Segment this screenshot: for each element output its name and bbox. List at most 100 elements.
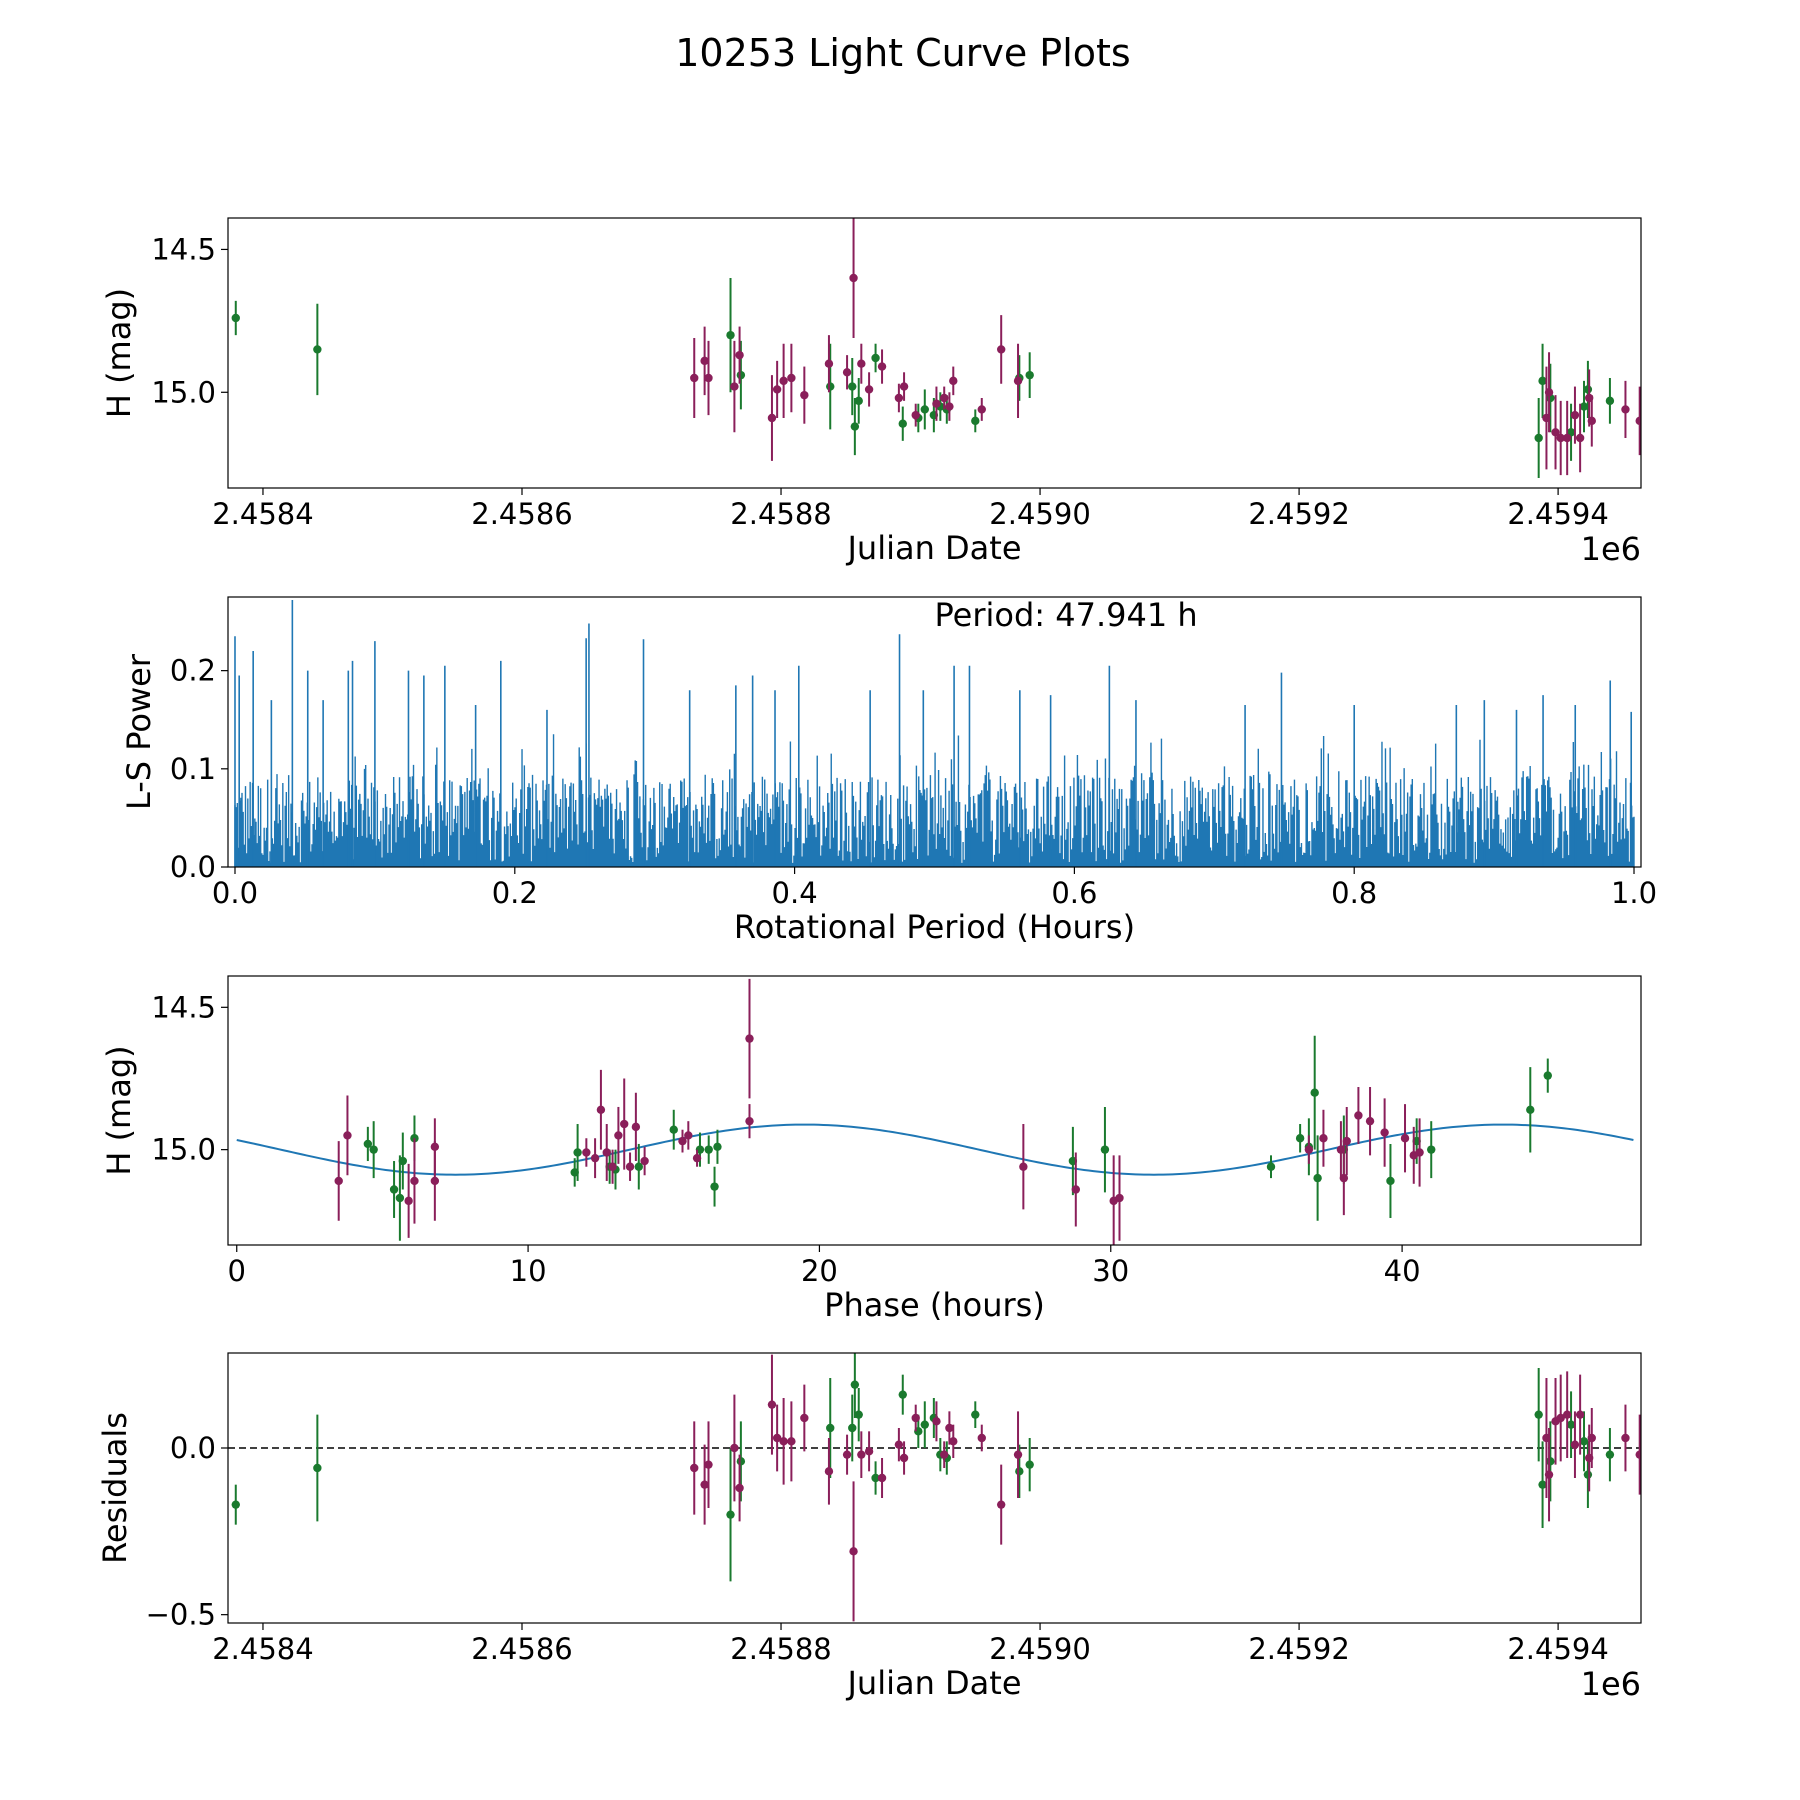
data-point bbox=[736, 1457, 746, 1466]
data-point bbox=[620, 1119, 629, 1129]
data-point bbox=[779, 376, 788, 386]
plot-area-phase bbox=[236, 978, 1634, 1245]
x-tick-label: 2.4594 bbox=[1507, 1632, 1608, 1666]
data-point bbox=[949, 1437, 958, 1446]
data-point bbox=[854, 396, 863, 406]
x-axis-label: Julian Date bbox=[845, 1664, 1021, 1702]
data-point bbox=[1365, 1116, 1375, 1126]
data-point bbox=[1304, 1145, 1314, 1154]
data-point bbox=[231, 1500, 240, 1509]
data-point bbox=[850, 1380, 860, 1389]
data-point bbox=[1605, 1450, 1615, 1459]
data-point bbox=[1015, 1467, 1024, 1476]
data-point bbox=[614, 1131, 623, 1140]
data-point bbox=[1562, 1410, 1572, 1419]
data-point bbox=[871, 353, 880, 363]
data-point bbox=[334, 1176, 343, 1186]
data-point bbox=[1319, 1134, 1328, 1143]
period-annotation: Period: 47.941 h bbox=[935, 596, 1198, 634]
data-point bbox=[343, 1131, 352, 1140]
data-point bbox=[1645, 1420, 1653, 1428]
data-point bbox=[1575, 433, 1585, 443]
data-point bbox=[692, 1153, 702, 1163]
data-point bbox=[1534, 1410, 1543, 1419]
data-point bbox=[430, 1142, 440, 1151]
data-point bbox=[1543, 1071, 1552, 1080]
data-point bbox=[1386, 1176, 1395, 1186]
data-point bbox=[940, 393, 949, 403]
x-tick-label: 2.4586 bbox=[471, 1632, 572, 1666]
data-point bbox=[398, 1156, 408, 1166]
data-point bbox=[911, 410, 920, 420]
data-point bbox=[313, 345, 322, 354]
panel-res: 2.4584 2.4586 2.4588 2.4590 2.4592 2.4594 0.0 −… bbox=[96, 1352, 1653, 1703]
x-tick-label: 0.8 bbox=[1331, 876, 1377, 910]
data-point bbox=[1544, 388, 1554, 397]
data-point bbox=[640, 1156, 649, 1166]
data-point bbox=[1587, 416, 1596, 426]
y-axis-label: H (mag) bbox=[100, 288, 138, 418]
x-tick-label: 2.4592 bbox=[1248, 1632, 1349, 1666]
data-point bbox=[1583, 1470, 1593, 1479]
data-point bbox=[864, 1447, 874, 1456]
data-point bbox=[894, 393, 904, 403]
data-point bbox=[899, 382, 909, 391]
figure-title: 10253 Light Curve Plots bbox=[675, 31, 1130, 75]
data-point bbox=[949, 376, 958, 386]
data-point bbox=[704, 373, 713, 383]
data-point bbox=[1556, 433, 1565, 443]
data-point bbox=[602, 1148, 611, 1157]
data-point bbox=[736, 370, 746, 380]
data-point bbox=[1570, 1440, 1580, 1449]
data-point bbox=[1380, 1128, 1389, 1137]
data-point bbox=[848, 1423, 857, 1433]
data-point bbox=[363, 1139, 373, 1149]
data-point bbox=[1400, 1134, 1410, 1143]
data-point bbox=[726, 330, 735, 340]
data-point bbox=[634, 1162, 643, 1171]
data-point bbox=[582, 1148, 591, 1157]
axes-frame bbox=[227, 975, 1642, 1246]
y-axis-label: Residuals bbox=[96, 1412, 134, 1564]
x-tick-label: 30 bbox=[1092, 1254, 1129, 1288]
data-point bbox=[690, 1463, 699, 1473]
data-point bbox=[977, 405, 986, 414]
y-tick-label: 15.0 bbox=[151, 375, 216, 409]
data-point bbox=[608, 1162, 617, 1171]
data-point bbox=[767, 1400, 777, 1409]
data-point bbox=[824, 359, 834, 368]
y-axis-label: H (mag) bbox=[100, 1045, 138, 1175]
data-point bbox=[894, 1440, 904, 1449]
x-tick-label: 10 bbox=[510, 1254, 547, 1288]
data-point bbox=[849, 1547, 858, 1556]
data-point bbox=[1645, 394, 1653, 402]
y-tick-label: 15.0 bbox=[151, 1133, 216, 1167]
data-point bbox=[1583, 385, 1593, 394]
data-point bbox=[857, 359, 866, 368]
y-tick-label: 0.0 bbox=[170, 850, 216, 884]
data-point bbox=[631, 1122, 641, 1132]
data-point bbox=[857, 1450, 866, 1459]
axes-frame bbox=[227, 596, 1642, 868]
panel-lc: 2.4584 2.4586 2.4588 2.4590 2.4592 2.4594 15.0… bbox=[100, 217, 1653, 568]
y-tick-label: 0.0 bbox=[170, 1431, 216, 1465]
data-point bbox=[1538, 376, 1547, 386]
data-point bbox=[826, 1423, 835, 1433]
data-point bbox=[704, 1145, 713, 1154]
x-tick-label: 0 bbox=[228, 1254, 246, 1288]
data-point bbox=[1579, 402, 1589, 411]
x-tick-label: 2.4590 bbox=[989, 497, 1090, 531]
data-point bbox=[945, 402, 954, 411]
x-tick-label: 2.4588 bbox=[730, 497, 831, 531]
data-point bbox=[1551, 428, 1560, 437]
data-point bbox=[940, 1450, 949, 1459]
data-point bbox=[713, 1142, 722, 1151]
data-point bbox=[945, 1423, 954, 1433]
data-point bbox=[1100, 1145, 1110, 1154]
data-point bbox=[1534, 433, 1543, 443]
data-point bbox=[877, 362, 887, 371]
data-point bbox=[1339, 1173, 1349, 1183]
data-point bbox=[977, 1433, 986, 1443]
data-point bbox=[410, 1176, 419, 1186]
